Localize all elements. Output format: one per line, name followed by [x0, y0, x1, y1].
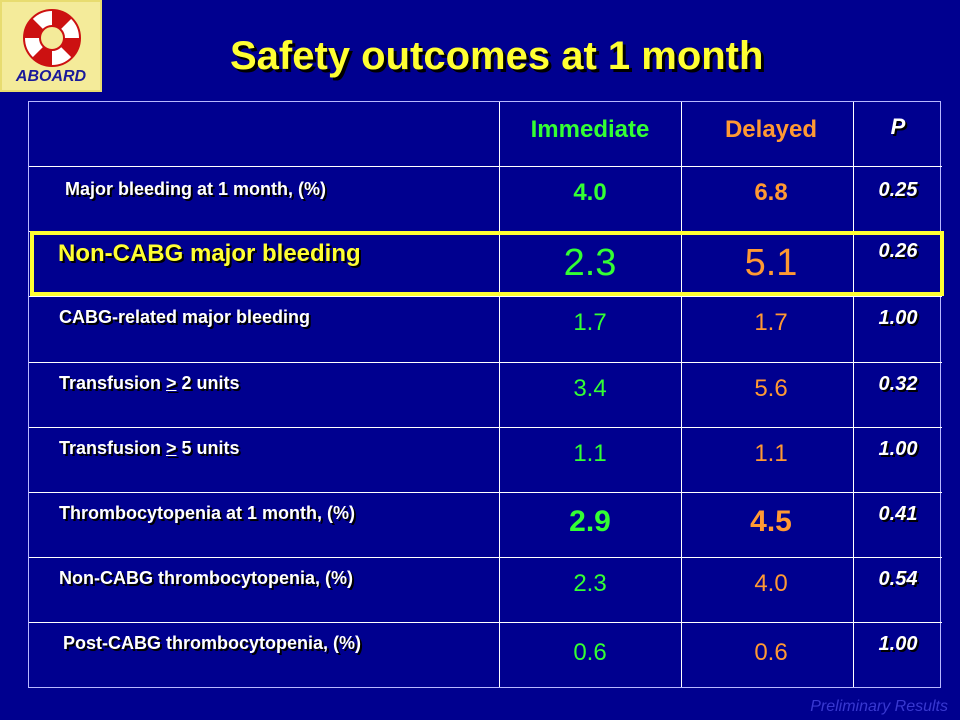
delayed-value: 4.0 — [754, 570, 788, 597]
header-immediate: Immediate — [530, 116, 650, 143]
aboard-logo: ABOARD — [0, 0, 102, 92]
immediate-value: 2.3 — [563, 242, 617, 284]
table-row: Transfusion > 2 units 3.4 5.6 0.32 — [29, 363, 942, 428]
column-divider — [853, 102, 854, 687]
immediate-value: 1.7 — [573, 309, 607, 336]
p-value: 1.00 — [878, 438, 918, 460]
highlight-box — [30, 231, 944, 296]
delayed-value: 1.1 — [754, 440, 788, 467]
results-table: Immediate Delayed P Major bleeding at 1 … — [28, 101, 942, 688]
immediate-value: 4.0 — [573, 179, 607, 206]
table-row: Non-CABG thrombocytopenia, (%) 2.3 4.0 0… — [29, 558, 942, 623]
row-label: Thrombocytopenia at 1 month, (%) — [59, 503, 356, 523]
immediate-value: 3.4 — [573, 375, 607, 402]
highlighted-row-label: Non-CABG major bleeding — [58, 240, 361, 267]
p-value: 0.54 — [878, 568, 918, 590]
p-value: 1.00 — [878, 307, 918, 329]
delayed-value: 5.6 — [754, 375, 788, 402]
p-value: 0.26 — [878, 240, 918, 262]
p-value: 0.41 — [878, 503, 918, 525]
column-divider — [681, 102, 682, 687]
table-header-row: Immediate Delayed P — [29, 102, 942, 167]
p-value: 1.00 — [878, 633, 918, 655]
table-row: Post-CABG thrombocytopenia, (%) 0.6 0.6 … — [29, 623, 942, 687]
delayed-value: 4.5 — [750, 505, 792, 538]
immediate-value: 2.3 — [573, 570, 607, 597]
table-row: 2.3 5.1 0.26 — [29, 232, 942, 297]
immediate-value: 2.9 — [569, 505, 611, 538]
page-title: Safety outcomes at 1 month — [230, 34, 764, 78]
row-label: CABG-related major bleeding — [59, 307, 311, 327]
logo-text: ABOARD — [15, 68, 87, 85]
p-value: 0.25 — [878, 179, 918, 201]
table-row: Transfusion > 5 units 1.1 1.1 1.00 — [29, 428, 942, 493]
footer-note: Preliminary Results — [810, 698, 948, 715]
delayed-value: 6.8 — [754, 179, 788, 206]
row-label: Major bleeding at 1 month, (%) — [65, 179, 327, 199]
row-label: Post-CABG thrombocytopenia, (%) — [63, 633, 362, 653]
header-p: P — [890, 114, 906, 139]
delayed-value: 5.1 — [744, 242, 798, 284]
delayed-value: 1.7 — [754, 309, 788, 336]
table-row: CABG-related major bleeding 1.7 1.7 1.00 — [29, 297, 942, 363]
header-delayed: Delayed — [724, 116, 818, 143]
row-label: Transfusion > 5 units — [59, 438, 240, 458]
table-row: Major bleeding at 1 month, (%) 4.0 6.8 0… — [29, 167, 942, 232]
delayed-value: 0.6 — [754, 639, 788, 666]
row-label: Transfusion > 2 units — [59, 373, 240, 393]
lifebuoy-icon — [23, 9, 81, 67]
row-label: Non-CABG thrombocytopenia, (%) — [59, 568, 353, 588]
column-divider — [499, 102, 500, 687]
immediate-value: 1.1 — [573, 440, 607, 467]
table-row: Thrombocytopenia at 1 month, (%) 2.9 4.5… — [29, 493, 942, 558]
immediate-value: 0.6 — [573, 639, 607, 666]
p-value: 0.32 — [878, 373, 918, 395]
